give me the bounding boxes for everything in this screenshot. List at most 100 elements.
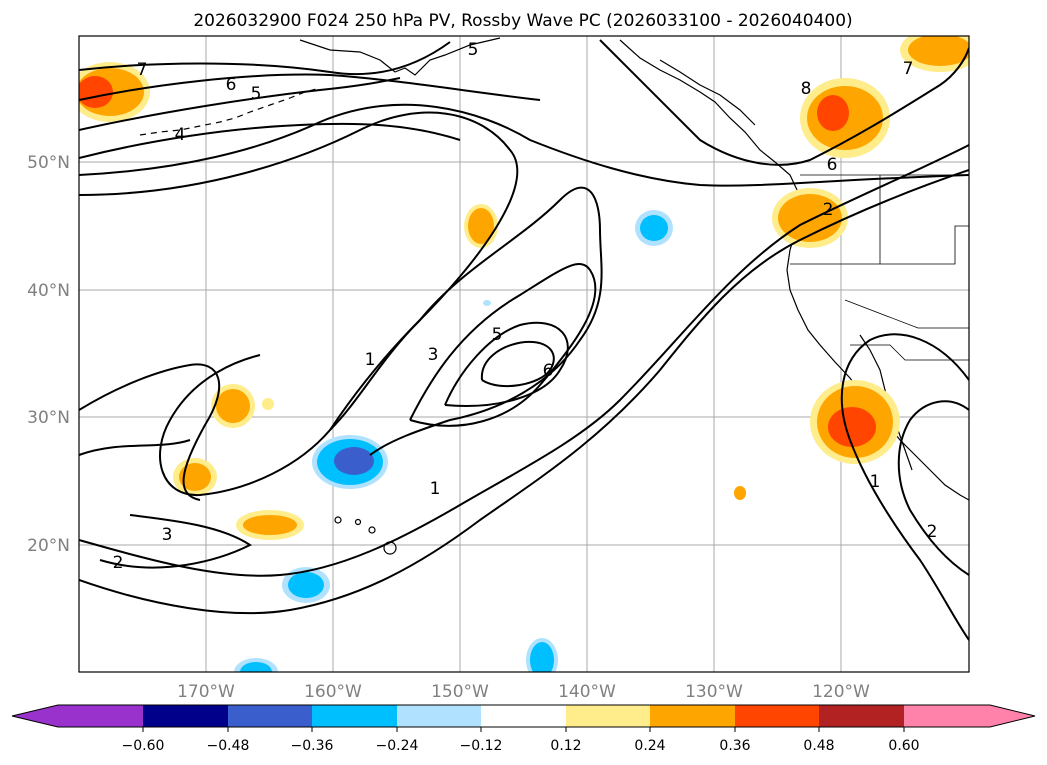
- contour-5-ridge: [444, 321, 569, 407]
- contour-label: 6: [827, 155, 838, 175]
- contour-1-south: [79, 144, 969, 577]
- latitude-labels: 50°N 40°N 30°N 20°N: [27, 153, 70, 556]
- contour-mid-1: [79, 103, 969, 187]
- alaska-coast: [299, 37, 501, 76]
- positive-anomaly-small-east: [734, 486, 746, 500]
- map-content: 7 6 5 4 5 8 6 2 1 3 5 6 1 3 2 1 2 7: [79, 36, 969, 672]
- contour-label: 7: [903, 59, 914, 79]
- colorbar-tick-label: 0.24: [634, 738, 665, 754]
- colorbar-tick-label: −0.36: [291, 738, 334, 754]
- contour-label: 2: [823, 200, 834, 220]
- contour-cutoff-edge: [79, 439, 191, 456]
- lon-label: 130°W: [685, 682, 743, 702]
- positive-anomaly-baja: [810, 380, 900, 464]
- colorbar-tick-label: −0.60: [122, 738, 165, 754]
- lon-label: 160°W: [304, 682, 362, 702]
- colorbar-segment: [904, 705, 990, 727]
- contour-label: 6: [543, 361, 554, 381]
- map-frame: [78, 35, 970, 673]
- contour-6-north: [79, 73, 541, 101]
- contour-2-east: [897, 400, 969, 576]
- colorbar-segment: [58, 705, 144, 727]
- positive-anomaly-canada-north: [900, 36, 969, 72]
- bc-islands: [659, 59, 756, 126]
- state-border-southwest: [844, 299, 969, 329]
- contour-label: 6: [226, 75, 237, 95]
- lon-label: 140°W: [558, 682, 616, 702]
- north-america-coast: [619, 39, 969, 501]
- contour-4-ridge: [409, 263, 597, 427]
- contour-2-south: [79, 169, 969, 615]
- lon-label: 170°W: [177, 682, 235, 702]
- contour-label: 3: [162, 525, 173, 545]
- contour-label: 2: [113, 553, 124, 573]
- contour-label: 3: [428, 345, 439, 365]
- political-borders: [790, 174, 969, 361]
- lat-label: 40°N: [27, 281, 70, 301]
- lat-label: 50°N: [27, 153, 70, 173]
- contour-label: 4: [175, 125, 186, 145]
- colorbar-tick-label: −0.12: [460, 738, 503, 754]
- negative-anomaly-tiny: [483, 300, 491, 306]
- colorbar-ticks: [142, 727, 905, 732]
- colorbar-extend-low: [12, 705, 58, 727]
- contour-label: 7: [137, 60, 148, 80]
- colorbar-segment: [228, 705, 314, 727]
- colorbar-segment: [143, 705, 229, 727]
- colorbar-tick-label: −0.24: [376, 738, 419, 754]
- contour-1-loop: [79, 363, 221, 501]
- lat-label: 20°N: [27, 536, 70, 556]
- contour-label: 1: [870, 472, 881, 492]
- positive-anomaly-british-columbia: [800, 78, 890, 158]
- positive-anomaly-west-pacific-30n: [211, 384, 274, 428]
- colorbar-segment: [819, 705, 905, 727]
- colorbar-extend-high: [990, 705, 1035, 727]
- aleutian-islands: [139, 87, 321, 136]
- contour-5-north: [79, 77, 401, 131]
- contour-3-south: [99, 514, 252, 569]
- colorbar-tick-label: 0.12: [550, 738, 581, 754]
- lon-label: 120°W: [812, 682, 870, 702]
- colorbar-tick-label: 0.48: [803, 738, 834, 754]
- colorbar-segment: [312, 705, 398, 727]
- positive-anomaly-oregon: [772, 188, 848, 248]
- colorbar: −0.60 −0.48 −0.36 −0.24 −0.12 0.12 0.24 …: [11, 704, 1036, 754]
- contour-3-ridge: [329, 186, 603, 456]
- colorbar-segment: [481, 705, 567, 727]
- contour-1-east: [840, 333, 969, 641]
- contour-label: 1: [430, 479, 441, 499]
- contour-label: 2: [927, 522, 938, 542]
- colorbar-segment: [735, 705, 821, 727]
- colorbar-outline: [11, 704, 1036, 728]
- negative-anomaly-near-hawaii: [312, 435, 388, 489]
- negative-anomaly-south-central: [526, 638, 558, 672]
- contour-7: [79, 41, 451, 76]
- state-border-oregon-california: [790, 225, 969, 265]
- colorbar-segment: [566, 705, 652, 727]
- coastlines: [139, 37, 969, 501]
- negative-anomaly-north-pacific-east: [635, 210, 673, 246]
- contour-label: 1: [365, 350, 376, 370]
- colorbar-segment: [650, 705, 736, 727]
- negative-anomaly-southwest: [282, 567, 330, 603]
- contour-label: 5: [251, 84, 262, 104]
- contour-label: 5: [492, 325, 503, 345]
- contour-labels: 7 6 5 4 5 8 6 2 1 3 5 6 1 3 2 1 2 7: [113, 40, 938, 573]
- colorbar-tick-label: 0.36: [719, 738, 750, 754]
- contour-label: 8: [801, 79, 812, 99]
- pv-anomaly-fills: [79, 36, 969, 672]
- lat-label: 30°N: [27, 408, 70, 428]
- contour-4: [79, 122, 461, 159]
- pv-contours: [79, 39, 969, 641]
- contour-6-ridge: [480, 340, 555, 388]
- contour-8: [599, 39, 969, 166]
- colorbar-segment: [397, 705, 483, 727]
- colorbar-tick-label: 0.60: [888, 738, 919, 754]
- positive-anomaly-west-pacific-22n: [236, 510, 304, 540]
- us-mexico-border: [850, 344, 969, 361]
- positive-anomaly-central-pacific-north: [464, 204, 498, 248]
- contour-label: 5: [468, 40, 479, 60]
- longitude-labels: 170°W 160°W 150°W 140°W 130°W 120°W: [177, 682, 870, 702]
- positive-anomaly-gulf-alaska-west: [79, 62, 150, 122]
